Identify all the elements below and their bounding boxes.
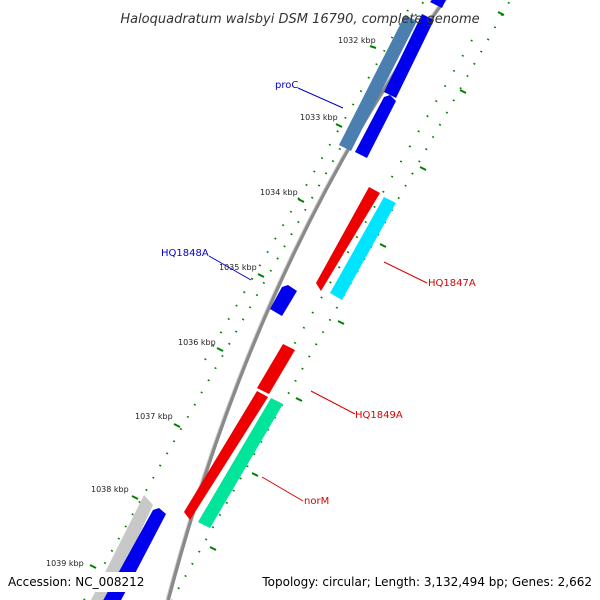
footer-summary: Topology: circular; Length: 3,132,494 bp… — [261, 575, 592, 589]
leader-line-proC — [297, 87, 344, 109]
kbp-label: 1034 kbp — [260, 188, 298, 197]
leader-lines — [208, 87, 428, 502]
gene-label-norM[interactable]: norM — [304, 496, 329, 507]
cds-features — [91, 0, 448, 600]
major-tick — [89, 564, 97, 569]
gene-labels: proC HQ1848A HQ1847A HQ1849A norM — [161, 80, 476, 507]
leader-line-hq1847a — [383, 261, 428, 284]
major-tick — [131, 495, 139, 500]
tick-row-outer-left — [83, 0, 426, 600]
major-tick — [257, 273, 265, 278]
major-ticks — [89, 11, 505, 569]
cds-blue-hq1848a[interactable] — [270, 285, 297, 316]
kbp-label: 1035 kbp — [219, 263, 257, 272]
major-tick — [459, 89, 467, 94]
gene-label-hq1847a[interactable]: HQ1847A — [428, 278, 476, 289]
cds-cyan-hq1847a[interactable] — [330, 197, 396, 300]
cds-blue-top[interactable] — [430, 0, 448, 8]
cds-seagreen-norM[interactable] — [198, 398, 283, 528]
cds-steel-proC[interactable] — [339, 15, 417, 151]
tick-row-outer-right — [171, 0, 512, 600]
major-tick — [497, 11, 505, 16]
kbp-label: 1039 kbp — [46, 559, 84, 568]
kbp-label: 1036 kbp — [178, 338, 216, 347]
footer-accession-bg — [4, 572, 152, 592]
map-title: Haloquadratum walsbyi DSM 16790, complet… — [120, 12, 479, 27]
major-tick — [297, 198, 305, 203]
kbp-labels: 1032 kbp 1033 kbp 1034 kbp 1035 kbp 1036… — [46, 36, 376, 568]
major-tick — [379, 243, 387, 248]
major-tick — [295, 397, 303, 402]
kbp-label: 1037 kbp — [135, 412, 173, 421]
major-tick — [335, 123, 343, 128]
leader-line-hq1849a — [310, 390, 356, 415]
major-tick — [369, 45, 377, 49]
cds-red-hq1849a[interactable] — [257, 344, 295, 394]
leader-line-norM — [261, 476, 304, 502]
leader-line-hq1848a — [208, 255, 252, 281]
major-tick — [251, 472, 259, 477]
cds-blue-middle[interactable] — [355, 95, 396, 158]
footer-summary-bg — [256, 572, 596, 592]
gene-label-hq1848a[interactable]: HQ1848A — [161, 248, 209, 259]
footer-accession: Accession: NC_008212 — [8, 575, 144, 589]
cds-blue-upper[interactable] — [384, 14, 434, 98]
gene-label-hq1849a[interactable]: HQ1849A — [355, 410, 403, 421]
major-tick — [337, 320, 345, 325]
major-tick — [173, 423, 181, 428]
kbp-label: 1033 kbp — [300, 113, 338, 122]
cds-red-hq1847a[interactable] — [316, 187, 380, 291]
kbp-label: 1038 kbp — [91, 485, 129, 494]
gene-label-proC[interactable]: proC — [275, 80, 298, 91]
cds-red-lower[interactable] — [184, 391, 268, 520]
tick-row-inner-left — [197, 9, 409, 373]
kbp-label: 1032 kbp — [338, 36, 376, 45]
major-tick — [216, 347, 224, 352]
major-tick — [209, 546, 217, 551]
major-tick — [419, 166, 427, 171]
